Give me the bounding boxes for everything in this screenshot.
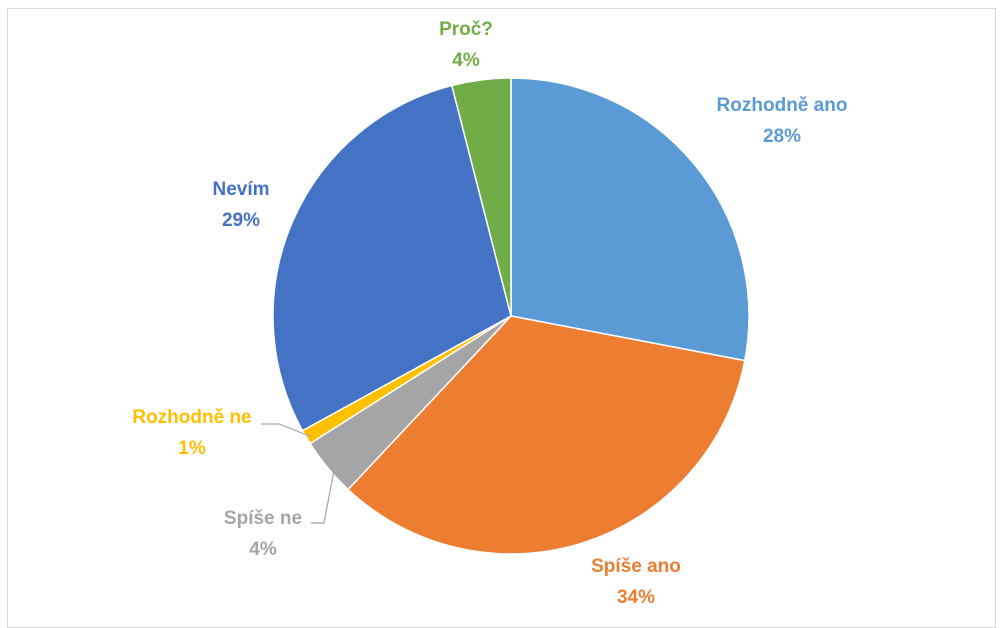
label-name: Nevím: [212, 179, 269, 200]
label-rozhodne-ano: Rozhodně ano 28%: [717, 95, 848, 147]
leader-line-rozhodne-ne: [261, 423, 313, 438]
slice-labels: Rozhodně ano 28% Spíše ano 34% Spíše ne 4% Roz…: [132, 19, 847, 608]
slice-rozhodne-ano: [510, 77, 750, 362]
label-name: Spíše ne: [224, 508, 302, 529]
label-spise-ne: Spíše ne 4%: [224, 508, 302, 560]
slice-spise-ano: [347, 315, 746, 555]
label-spise-ano: Spíše ano 34%: [591, 556, 681, 608]
label-nevim: Nevím 29%: [212, 179, 269, 231]
label-proc: Proč? 4%: [439, 19, 493, 71]
label-percent: 28%: [763, 126, 801, 147]
slice-nevim: [272, 84, 512, 432]
label-percent: 1%: [178, 438, 206, 459]
leader-lines: [261, 423, 335, 524]
pie-slices: [272, 77, 750, 555]
label-name: Proč?: [439, 19, 493, 40]
label-name: Rozhodně ano: [717, 95, 848, 116]
slice-proc: [450, 77, 512, 317]
label-name: Spíše ano: [591, 556, 681, 577]
label-name: Rozhodně ne: [132, 407, 251, 428]
label-rozhodne-ne: Rozhodně ne 1%: [132, 407, 251, 459]
label-percent: 29%: [222, 210, 260, 231]
label-percent: 34%: [617, 587, 655, 608]
label-percent: 4%: [452, 50, 480, 71]
pie-chart: Rozhodně ano 28% Spíše ano 34% Spíše ne 4% Roz…: [132, 19, 847, 608]
leader-line-spise-ne: [311, 469, 335, 524]
label-percent: 4%: [249, 539, 277, 560]
